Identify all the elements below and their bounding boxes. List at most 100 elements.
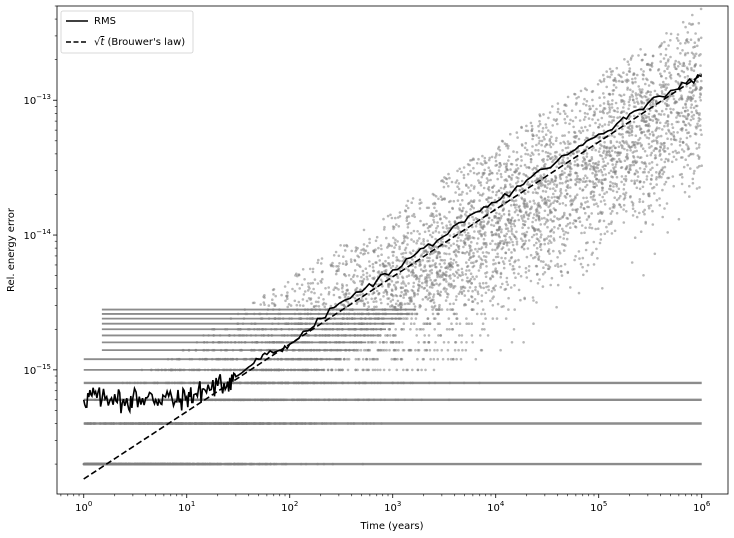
scatter-point [345, 357, 349, 361]
scatter-point [507, 308, 510, 311]
scatter-point [666, 147, 670, 150]
scatter-point [549, 145, 553, 149]
scatter-point [567, 142, 570, 146]
scatter-point [620, 180, 623, 184]
scatter-point [305, 299, 309, 303]
scatter-point [672, 184, 675, 188]
scatter-point [633, 179, 636, 183]
scatter-point [602, 129, 606, 133]
scatter-point [400, 252, 403, 256]
scatter-point [481, 251, 485, 254]
scatter-point [267, 304, 271, 307]
scatter-point [594, 148, 597, 152]
scatter-point [596, 118, 600, 122]
scatter-point [599, 168, 603, 172]
scatter-point [651, 223, 655, 226]
scatter-point [415, 277, 418, 281]
scatter-point [484, 272, 487, 275]
scatter-point [689, 123, 692, 127]
scatter-point [524, 129, 528, 132]
scatter-point [620, 75, 623, 79]
scatter-point [522, 341, 525, 344]
scatter-point [499, 172, 503, 176]
scatter-point [388, 334, 392, 337]
scatter-point [481, 192, 485, 196]
scatter-point [669, 138, 673, 141]
scatter-point [439, 195, 443, 198]
scatter-point [599, 233, 603, 236]
scatter-point [553, 225, 556, 229]
scatter-point [647, 129, 651, 133]
scatter-point [561, 162, 564, 165]
scatter-point [592, 195, 595, 198]
scatter-point [585, 176, 589, 180]
scatter-point [394, 216, 397, 220]
scatter-point [566, 146, 570, 149]
scatter-point [635, 149, 638, 153]
scatter-point [386, 297, 390, 300]
scatter-point [627, 100, 631, 104]
scatter-point [381, 341, 385, 344]
scatter-point [488, 169, 492, 172]
scatter-point [517, 258, 520, 262]
scatter-point [688, 62, 691, 66]
scatter-point [426, 226, 430, 230]
scatter-point [470, 322, 474, 326]
scatter-point [511, 185, 515, 188]
scatter-point [354, 357, 358, 361]
scatter-point [301, 298, 305, 301]
scatter-point [448, 234, 452, 237]
scatter-point [603, 203, 607, 206]
scatter-point [466, 264, 470, 268]
scatter-point [549, 229, 553, 233]
scatter-point [482, 186, 486, 190]
scatter-point [622, 106, 625, 109]
scatter-point [556, 255, 559, 259]
scatter-point [443, 215, 446, 218]
scatter-point [558, 112, 562, 116]
scatter-point [584, 174, 587, 177]
scatter-point [634, 80, 637, 84]
scatter-point [670, 143, 673, 146]
scatter-point [384, 259, 387, 263]
scatter-point [663, 160, 667, 164]
scatter-point [511, 173, 514, 177]
scatter-point [410, 238, 413, 241]
scatter-point [479, 184, 483, 187]
scatter-point [582, 177, 586, 180]
scatter-point [680, 127, 684, 130]
scatter-point [410, 312, 414, 316]
scatter-point [526, 180, 530, 184]
scatter-point [418, 237, 421, 240]
scatter-point [478, 282, 482, 285]
scatter-point [271, 298, 274, 302]
scatter-point [509, 286, 513, 289]
scatter-point [537, 255, 541, 258]
scatter-point [351, 275, 355, 279]
scatter-point [661, 215, 664, 219]
scatter-point [548, 252, 551, 255]
scatter-point [595, 177, 598, 181]
scatter-point [562, 243, 566, 246]
scatter-point [511, 216, 514, 220]
scatter-point [303, 278, 306, 281]
scatter-point [340, 286, 344, 290]
scatter-point [297, 300, 301, 304]
scatter-point [625, 210, 628, 213]
scatter-point [359, 348, 363, 352]
scatter-point [547, 250, 550, 253]
scatter-point [446, 357, 450, 361]
scatter-point [532, 233, 536, 237]
scatter-point [577, 291, 581, 295]
scatter-point [616, 116, 619, 119]
scatter-point [681, 114, 685, 118]
scatter-point [428, 296, 431, 300]
scatter-point [665, 202, 669, 205]
scatter-point [563, 194, 567, 198]
scatter-point [507, 219, 510, 222]
scatter-point [663, 207, 666, 210]
scatter-point [632, 163, 636, 167]
scatter-point [627, 107, 630, 111]
scatter-point [462, 206, 465, 210]
scatter-point [638, 211, 641, 215]
